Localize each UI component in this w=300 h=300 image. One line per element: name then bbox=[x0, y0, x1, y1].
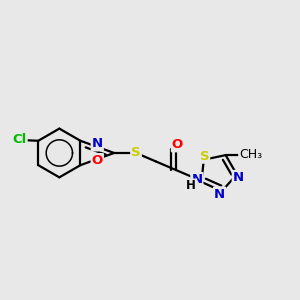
Text: N: N bbox=[233, 171, 244, 184]
Text: N: N bbox=[92, 137, 103, 150]
Text: CH₃: CH₃ bbox=[239, 148, 262, 161]
Text: O: O bbox=[172, 138, 183, 152]
Text: S: S bbox=[131, 146, 141, 160]
Text: H: H bbox=[186, 179, 196, 193]
Text: N: N bbox=[191, 173, 203, 186]
Text: S: S bbox=[200, 150, 209, 163]
Text: N: N bbox=[214, 188, 225, 200]
Text: Cl: Cl bbox=[12, 133, 27, 146]
Text: O: O bbox=[92, 154, 103, 167]
